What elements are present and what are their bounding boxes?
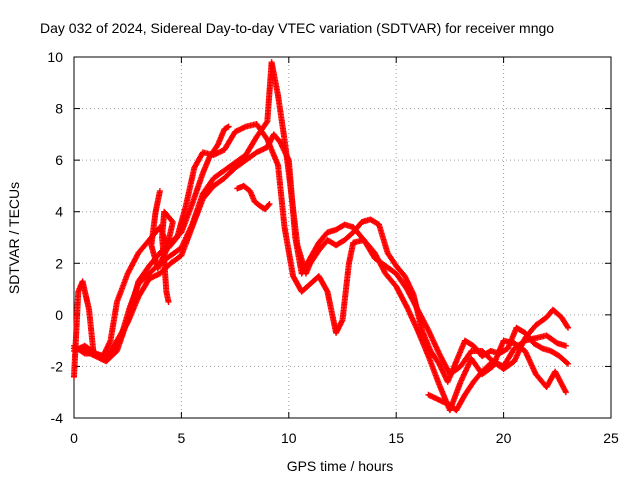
y-tick-label: 10 xyxy=(47,49,63,65)
data-point xyxy=(265,202,272,209)
data-point xyxy=(225,123,232,130)
y-tick-label: 6 xyxy=(55,152,63,168)
x-tick-label: 25 xyxy=(603,430,619,446)
series-track-2 xyxy=(71,59,572,385)
data-point xyxy=(520,338,527,345)
y-tick-label: 4 xyxy=(55,204,63,220)
x-axis-label: GPS time / hours xyxy=(287,458,394,474)
y-tick-label: 2 xyxy=(55,255,63,271)
series-track-3 xyxy=(71,131,572,378)
x-tick-label: 0 xyxy=(70,430,78,446)
y-tick-label: 8 xyxy=(55,101,63,117)
x-tick-label: 10 xyxy=(281,430,297,446)
data-point xyxy=(564,323,571,330)
data-point xyxy=(323,287,330,294)
data-marks xyxy=(71,59,572,414)
data-point xyxy=(562,342,569,349)
data-point xyxy=(562,389,569,396)
x-tick-label: 20 xyxy=(496,430,512,446)
data-point xyxy=(165,298,172,305)
y-tick-label: -4 xyxy=(51,410,64,426)
x-tick-label: 5 xyxy=(178,430,186,446)
series-track-4 xyxy=(71,123,232,365)
series-track-5 xyxy=(148,188,176,305)
data-point xyxy=(565,324,572,331)
y-axis-label: SDTVAR / TECUs xyxy=(6,182,22,294)
series-track-7 xyxy=(425,332,569,414)
y-tick-label: -2 xyxy=(51,358,64,374)
data-point xyxy=(563,359,570,366)
series-track-6 xyxy=(234,182,273,213)
y-axis: -4 -2 0 2 4 6 8 10 xyxy=(47,49,611,426)
x-tick-label: 15 xyxy=(388,430,404,446)
plot-frame xyxy=(73,56,612,419)
data-point xyxy=(266,200,273,207)
x-axis: 0 5 10 15 20 25 xyxy=(70,57,619,446)
chart-title: Day 032 of 2024, Sidereal Day-to-day VTE… xyxy=(40,20,554,36)
data-point xyxy=(565,360,572,367)
data-point xyxy=(263,119,270,126)
y-tick-label: 0 xyxy=(55,307,63,323)
